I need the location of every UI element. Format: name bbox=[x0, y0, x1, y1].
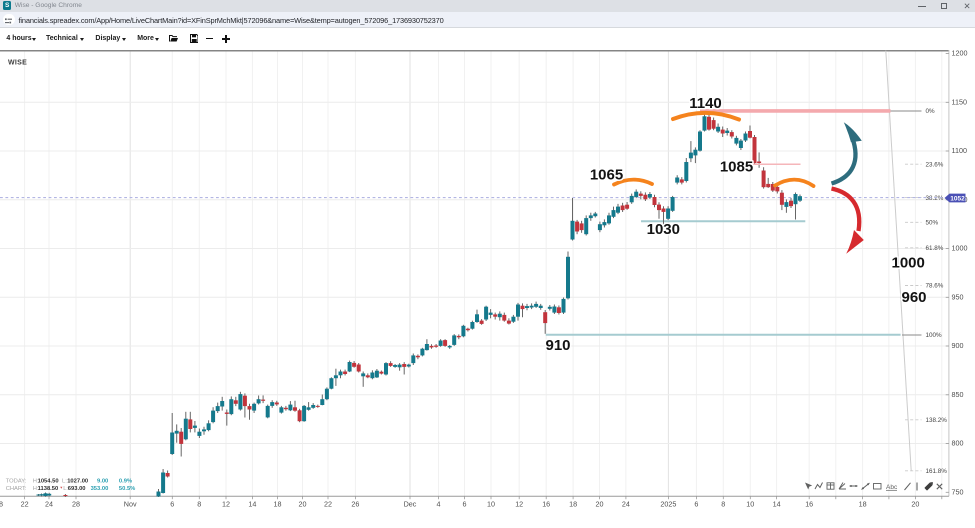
svg-text:900: 900 bbox=[952, 341, 964, 350]
svg-text:20: 20 bbox=[911, 500, 919, 509]
svg-text:4: 4 bbox=[437, 500, 441, 509]
svg-text:61.8%: 61.8% bbox=[926, 245, 944, 252]
svg-text:50.5%: 50.5% bbox=[119, 486, 135, 492]
svg-text:1138.50: 1138.50 bbox=[38, 486, 59, 492]
svg-text:800: 800 bbox=[952, 439, 964, 448]
svg-text:1140: 1140 bbox=[689, 95, 722, 112]
svg-text:693.00: 693.00 bbox=[68, 486, 86, 492]
svg-text:138.2%: 138.2% bbox=[926, 417, 948, 424]
svg-text:Dec: Dec bbox=[404, 500, 417, 509]
svg-text:10: 10 bbox=[746, 500, 754, 509]
svg-text:8: 8 bbox=[197, 500, 201, 509]
svg-text:22: 22 bbox=[324, 500, 332, 509]
svg-text:L:: L: bbox=[63, 486, 68, 492]
svg-text:9.00: 9.00 bbox=[97, 479, 108, 485]
svg-text:161.8%: 161.8% bbox=[926, 468, 948, 475]
svg-text:1000: 1000 bbox=[952, 244, 968, 253]
svg-text:1200: 1200 bbox=[952, 50, 968, 58]
svg-text:1065: 1065 bbox=[590, 166, 623, 183]
svg-text:50%: 50% bbox=[926, 220, 939, 227]
svg-text:353.00: 353.00 bbox=[91, 486, 109, 492]
svg-text:1027.00: 1027.00 bbox=[67, 479, 88, 485]
svg-text:1052: 1052 bbox=[950, 195, 965, 202]
svg-text:12: 12 bbox=[222, 500, 230, 509]
svg-text:18: 18 bbox=[274, 500, 282, 509]
svg-text:1030: 1030 bbox=[647, 221, 680, 238]
svg-text:20: 20 bbox=[596, 500, 604, 509]
svg-text:850: 850 bbox=[952, 390, 964, 399]
svg-text:1085: 1085 bbox=[720, 159, 753, 176]
svg-text:WISE: WISE bbox=[8, 60, 27, 67]
svg-text:24: 24 bbox=[622, 500, 630, 509]
svg-text:0%: 0% bbox=[926, 108, 936, 115]
svg-text:1150: 1150 bbox=[952, 98, 967, 107]
svg-text:8: 8 bbox=[721, 500, 725, 509]
svg-text:16: 16 bbox=[542, 500, 550, 509]
svg-text:38.2%: 38.2% bbox=[926, 195, 944, 202]
svg-text:18: 18 bbox=[859, 500, 867, 509]
svg-text:6: 6 bbox=[170, 500, 174, 509]
svg-text:CHART:: CHART: bbox=[6, 486, 27, 492]
svg-text:L:: L: bbox=[62, 479, 67, 485]
svg-text:6: 6 bbox=[463, 500, 467, 509]
svg-text:20: 20 bbox=[299, 500, 307, 509]
svg-text:23.6%: 23.6% bbox=[926, 161, 944, 168]
svg-text:Abc: Abc bbox=[886, 484, 898, 491]
svg-text:950: 950 bbox=[952, 293, 964, 302]
svg-text:18: 18 bbox=[569, 500, 577, 509]
svg-text:12: 12 bbox=[515, 500, 523, 509]
svg-text:H:: H: bbox=[33, 486, 39, 492]
svg-text:1100: 1100 bbox=[952, 146, 967, 155]
svg-text:1000: 1000 bbox=[892, 254, 925, 271]
svg-text:6: 6 bbox=[694, 500, 698, 509]
svg-text:22: 22 bbox=[21, 500, 29, 509]
svg-text:0.9%: 0.9% bbox=[119, 479, 132, 485]
svg-text:78.6%: 78.6% bbox=[926, 283, 944, 290]
svg-text:1054.50: 1054.50 bbox=[38, 479, 59, 485]
svg-text:960: 960 bbox=[901, 289, 926, 306]
svg-text:16: 16 bbox=[805, 500, 813, 509]
svg-text:28: 28 bbox=[72, 500, 80, 509]
svg-text:10: 10 bbox=[487, 500, 495, 509]
svg-text:910: 910 bbox=[545, 337, 570, 354]
svg-text:100%: 100% bbox=[926, 332, 943, 339]
svg-text:14: 14 bbox=[248, 500, 256, 509]
svg-text:Nov: Nov bbox=[124, 500, 137, 509]
svg-text:26: 26 bbox=[351, 500, 359, 509]
svg-text:H:: H: bbox=[33, 479, 39, 485]
svg-text:TODAY:: TODAY: bbox=[6, 479, 27, 485]
svg-text:14: 14 bbox=[773, 500, 781, 509]
svg-text:2025: 2025 bbox=[660, 500, 676, 509]
svg-text:750: 750 bbox=[952, 488, 964, 497]
svg-text:8: 8 bbox=[0, 500, 3, 509]
svg-text:24: 24 bbox=[45, 500, 53, 509]
